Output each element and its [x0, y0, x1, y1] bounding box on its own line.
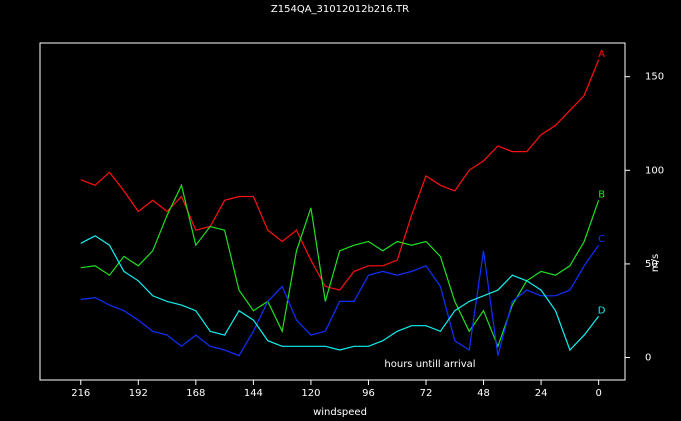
x-axis-label: windspeed [313, 407, 367, 418]
x-tick-label: 24 [535, 388, 548, 399]
x-tick-label: 192 [129, 388, 148, 399]
x-tick-label: 120 [301, 388, 320, 399]
annotation: hours untill arrival [384, 359, 475, 370]
x-tick-label: 168 [186, 388, 205, 399]
series-line [80, 235, 600, 352]
x-tick-label: 72 [420, 388, 433, 399]
series-label: B [598, 189, 605, 200]
x-tick-label: 0 [595, 388, 601, 399]
x-tick-label: 96 [362, 388, 375, 399]
x-tick-label: 216 [71, 388, 90, 399]
y-tick-label: 150 [645, 72, 664, 83]
x-tick-label: 144 [244, 388, 263, 399]
chart-title: Z154QA_31012012b216.TR [271, 4, 409, 15]
series-label: D [598, 305, 606, 316]
series-line [80, 244, 600, 357]
plot-frame [39, 42, 626, 381]
series-line [80, 183, 600, 349]
series-line [80, 59, 600, 291]
x-tick-label: 48 [477, 388, 490, 399]
y-tick-label: 0 [645, 353, 651, 364]
series-label: A [598, 49, 605, 60]
y-tick-label: 100 [645, 165, 664, 176]
y-tick-label: 50 [645, 259, 658, 270]
series-label: C [598, 234, 605, 245]
y-axis-label: m/s [650, 254, 661, 272]
